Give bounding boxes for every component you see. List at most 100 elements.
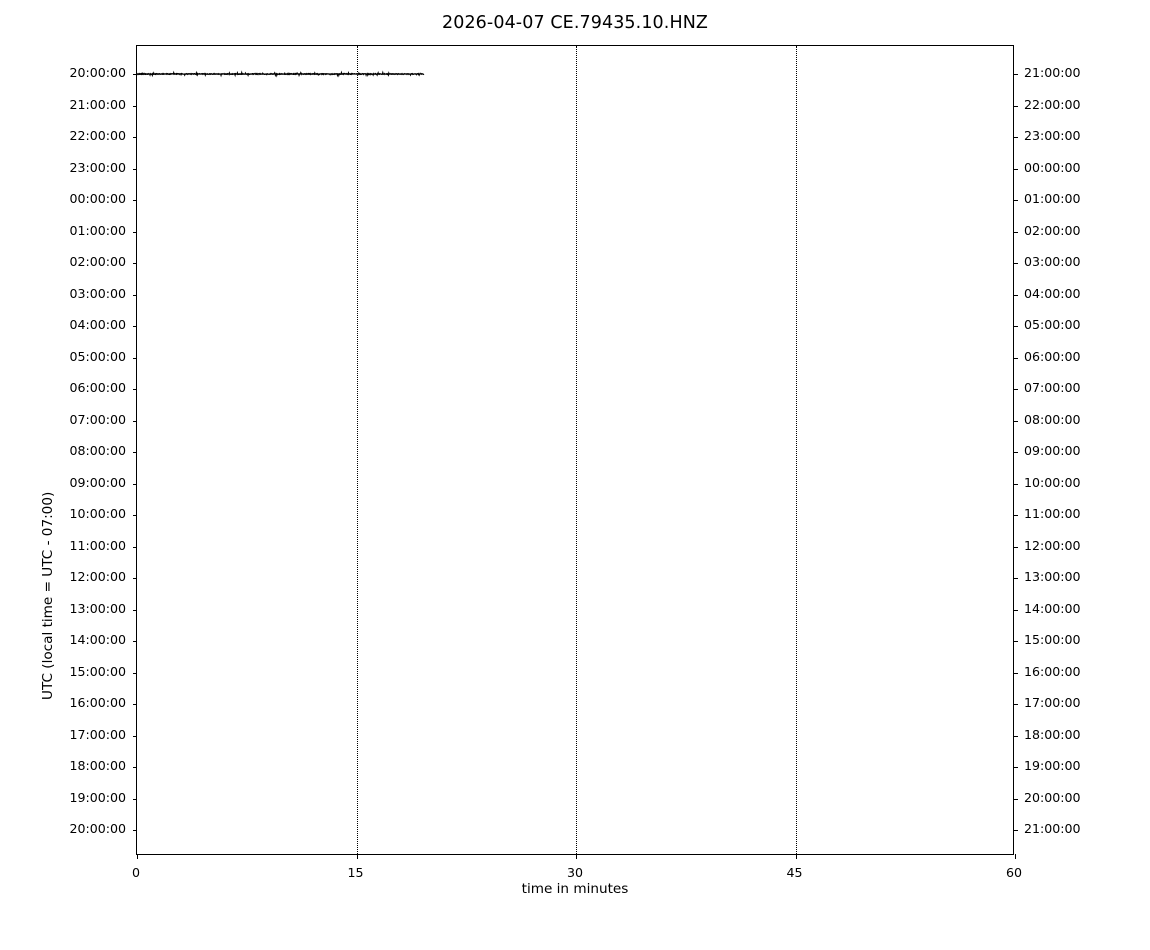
y-tick-label-right-10: 07:00:00 [1024, 380, 1081, 395]
y-tick-label-right-22: 19:00:00 [1024, 758, 1081, 773]
page-title: 2026-04-07 CE.79435.10.HNZ [441, 13, 708, 33]
y-tick-right-6 [1013, 263, 1018, 264]
x-tick-45 [795, 854, 797, 859]
y-tick-left-1 [132, 105, 137, 107]
y-tick-label-right-3: 00:00:00 [1024, 159, 1081, 175]
y-tick-left-17 [132, 609, 137, 611]
x-tick-label-15: 15 [347, 865, 364, 880]
y-tick-right-5 [1013, 231, 1018, 233]
y-tick-left-5 [132, 231, 137, 233]
y-tick-left-18 [132, 641, 137, 642]
y-tick-right-7 [1013, 294, 1018, 296]
y-tick-right-15 [1013, 546, 1018, 548]
y-tick-label-left-0: 20:00:00 [69, 65, 126, 80]
y-tick-label-left-5: 01:00:00 [69, 222, 126, 238]
y-tick-left-6 [132, 263, 137, 264]
y-tick-right-8 [1013, 326, 1018, 327]
x-tick-0 [137, 854, 138, 859]
y-tick-left-11 [132, 420, 137, 422]
gridline-x-30 [576, 46, 577, 854]
y-tick-left-19 [132, 672, 137, 674]
y-tick-label-left-13: 09:00:00 [69, 474, 126, 490]
y-tick-label-left-20: 16:00:00 [69, 695, 126, 710]
y-tick-label-right-2: 23:00:00 [1024, 128, 1081, 143]
y-tick-label-left-16: 12:00:00 [69, 569, 126, 584]
trace-path-row-0 [137, 70, 425, 78]
y-tick-left-20 [132, 704, 137, 705]
y-tick-right-9 [1013, 357, 1018, 359]
y-tick-left-12 [132, 452, 137, 453]
y-tick-right-19 [1013, 672, 1018, 674]
y-tick-label-right-14: 11:00:00 [1024, 506, 1081, 521]
y-tick-left-4 [132, 200, 137, 201]
y-tick-label-left-21: 17:00:00 [69, 726, 126, 742]
y-tick-label-right-18: 15:00:00 [1024, 632, 1081, 647]
y-tick-right-12 [1013, 452, 1018, 453]
y-tick-left-15 [132, 546, 137, 548]
y-tick-right-23 [1013, 798, 1018, 800]
y-tick-right-11 [1013, 420, 1018, 422]
y-tick-label-right-12: 09:00:00 [1024, 443, 1081, 458]
x-tick-label-60: 60 [1005, 865, 1023, 880]
y-tick-right-21 [1013, 735, 1018, 737]
y-tick-label-right-15: 12:00:00 [1024, 537, 1081, 553]
y-tick-left-13 [132, 483, 137, 485]
y-tick-right-3 [1013, 168, 1018, 170]
y-tick-label-left-4: 00:00:00 [69, 191, 126, 206]
x-tick-label-0: 0 [131, 865, 140, 880]
y-tick-right-2 [1013, 137, 1018, 138]
y-tick-label-left-17: 13:00:00 [69, 600, 126, 616]
y-tick-right-14 [1013, 515, 1018, 516]
y-tick-left-3 [132, 168, 137, 170]
y-tick-left-22 [132, 767, 137, 768]
y-tick-left-0 [132, 74, 137, 75]
y-tick-label-left-24: 20:00:00 [69, 821, 126, 836]
y-tick-right-17 [1013, 609, 1018, 611]
y-tick-label-right-17: 14:00:00 [1024, 600, 1081, 616]
y-tick-label-left-23: 19:00:00 [69, 789, 126, 805]
y-tick-left-16 [132, 578, 137, 579]
y-tick-left-9 [132, 357, 137, 359]
y-tick-label-left-7: 03:00:00 [69, 285, 126, 301]
y-tick-label-left-1: 21:00:00 [69, 96, 126, 112]
y-tick-right-16 [1013, 578, 1018, 579]
y-tick-left-2 [132, 137, 137, 138]
y-tick-right-0 [1013, 74, 1018, 75]
y-tick-left-8 [132, 326, 137, 327]
y-tick-left-14 [132, 515, 137, 516]
plot-axes [132, 45, 1018, 859]
y-tick-label-left-14: 10:00:00 [69, 506, 126, 521]
y-tick-label-left-12: 08:00:00 [69, 443, 126, 458]
y-tick-left-21 [132, 735, 137, 737]
y-tick-label-right-13: 10:00:00 [1024, 474, 1081, 490]
y-tick-label-left-22: 18:00:00 [69, 758, 126, 773]
x-tick-label-30: 30 [566, 865, 584, 880]
y-tick-right-13 [1013, 483, 1018, 485]
y-tick-right-22 [1013, 767, 1018, 768]
y-tick-label-left-18: 14:00:00 [69, 632, 126, 647]
y-tick-label-right-0: 21:00:00 [1024, 65, 1081, 80]
y-tick-label-right-24: 21:00:00 [1024, 821, 1081, 836]
y-tick-label-right-1: 22:00:00 [1024, 96, 1081, 112]
y-tick-label-right-21: 18:00:00 [1024, 726, 1081, 742]
seismic-trace [137, 70, 425, 78]
y-tick-label-left-9: 05:00:00 [69, 348, 126, 364]
y-tick-label-right-16: 13:00:00 [1024, 569, 1081, 584]
x-axis-title: time in minutes [521, 881, 629, 897]
y-tick-label-right-20: 17:00:00 [1024, 695, 1081, 710]
y-tick-label-left-2: 22:00:00 [69, 128, 126, 143]
y-tick-label-right-8: 05:00:00 [1024, 317, 1081, 332]
y-tick-left-7 [132, 294, 137, 296]
gridline-x-15 [356, 46, 358, 854]
y-tick-label-left-3: 23:00:00 [69, 159, 126, 175]
y-tick-label-right-4: 01:00:00 [1024, 191, 1081, 206]
y-tick-label-left-6: 02:00:00 [69, 254, 126, 269]
y-tick-right-18 [1013, 641, 1018, 642]
y-tick-right-1 [1013, 105, 1018, 107]
x-tick-60 [1015, 854, 1016, 859]
x-tick-30 [576, 854, 577, 859]
y-tick-label-right-23: 20:00:00 [1024, 789, 1081, 805]
y-axis-title: UTC (local time = UTC - 07:00) [40, 491, 56, 700]
y-tick-right-4 [1013, 200, 1018, 201]
